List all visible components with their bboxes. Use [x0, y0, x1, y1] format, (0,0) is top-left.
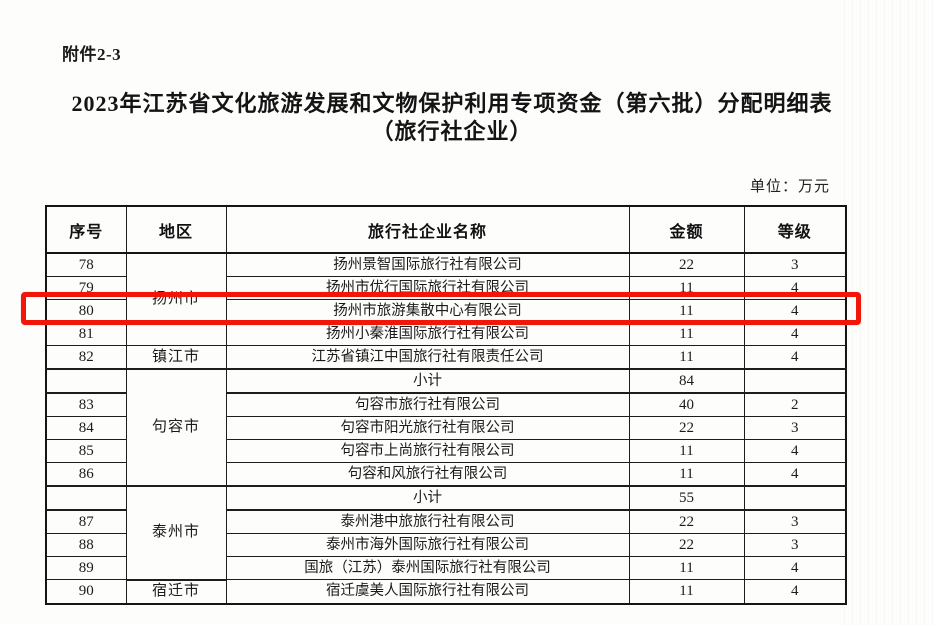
cell-name: 扬州景智国际旅行社有限公司	[225, 252, 630, 277]
cell-amount: 11	[628, 556, 745, 580]
table-row: 78 扬州市 扬州景智国际旅行社有限公司 22 3	[45, 252, 847, 346]
table-header-row: 序号 地区 旅行社企业名称 金额 等级	[45, 205, 847, 254]
unit-note: 单位：万元	[749, 179, 830, 195]
cell-grade: 3	[743, 509, 847, 534]
cell-name: 扬州市优行国际旅行社有限公司	[225, 276, 630, 300]
column-header-amount: 金额	[628, 205, 745, 254]
cell-grade: 4	[743, 579, 847, 604]
cell-amount: 11	[628, 345, 745, 370]
table-row: 83 句容市旅行社有限公司 40 2	[45, 392, 847, 417]
column-header-region: 地区	[125, 205, 227, 254]
cell-name: 泰州港中旅旅行社有限公司	[225, 509, 630, 534]
page-title: 2023年江苏省文化旅游发展和文物保护利用专项资金（第六批）分配明细表	[71, 91, 833, 116]
cell-grade	[743, 368, 847, 394]
cell-name: 句容和风旅行社有限公司	[225, 462, 630, 487]
cell-region: 宿迁市	[125, 579, 227, 604]
cell-amount: 22	[628, 533, 745, 557]
cell-amount: 22	[628, 509, 745, 534]
table-row: 82 镇江市 江苏省镇江中国旅行社有限责任公司 11 4	[45, 345, 847, 370]
cell-grade: 4	[743, 299, 847, 323]
cell-no: 82	[45, 345, 127, 370]
cell-name: 小计	[225, 368, 630, 394]
cell-name: 句容市阳光旅行社有限公司	[225, 416, 630, 440]
cell-grade	[743, 485, 847, 511]
table-row: 88 泰州市海外国际旅行社有限公司 22 3	[45, 533, 847, 557]
cell-grade: 4	[743, 276, 847, 300]
cell-amount: 22	[628, 416, 745, 440]
table-row: 86 句容和风旅行社有限公司 11 4	[45, 462, 847, 487]
cell-grade: 4	[743, 322, 847, 346]
column-header-grade: 等级	[743, 205, 847, 254]
cell-name: 句容市旅行社有限公司	[225, 392, 630, 417]
cell-region: 句容市	[125, 368, 227, 487]
table-row: 泰州市 小计 55	[45, 485, 847, 581]
cell-amount: 11	[628, 276, 745, 300]
cell-no: 86	[45, 462, 127, 487]
cell-no: 80	[45, 299, 127, 323]
allocation-table: 序号 地区 旅行社企业名称 金额 等级 78 扬州市 扬州景智国际旅行社有限公司 22…	[45, 205, 847, 605]
cell-amount: 11	[628, 579, 745, 604]
cell-region: 扬州市	[125, 252, 227, 346]
attachment-label: 附件2-3	[62, 45, 122, 64]
cell-amount: 40	[628, 392, 745, 417]
table-row: 89 国旅（江苏）泰州国际旅行社有限公司 11 4	[45, 556, 847, 580]
cell-amount: 11	[628, 299, 745, 323]
cell-amount: 55	[628, 485, 745, 511]
cell-no: 89	[45, 556, 127, 580]
cell-no: 90	[45, 579, 127, 604]
page-subtitle: （旅行社企业）	[371, 119, 533, 144]
cell-name: 小计	[225, 485, 630, 511]
cell-no: 85	[45, 439, 127, 463]
cell-amount: 11	[628, 462, 745, 487]
cell-region: 镇江市	[125, 345, 227, 370]
cell-amount: 11	[628, 322, 745, 346]
cell-name: 句容市上尚旅行社有限公司	[225, 439, 630, 463]
document-title-block: 2023年江苏省文化旅游发展和文物保护利用专项资金（第六批）分配明细表 （旅行社…	[0, 90, 904, 146]
cell-grade: 4	[743, 345, 847, 370]
cell-no: 81	[45, 322, 127, 346]
cell-no: 79	[45, 276, 127, 300]
cell-amount: 22	[628, 252, 745, 277]
table-row: 85 句容市上尚旅行社有限公司 11 4	[45, 439, 847, 463]
cell-name: 扬州小秦淮国际旅行社有限公司	[225, 322, 630, 346]
table-row: 句容市 小计 84	[45, 368, 847, 487]
cell-grade: 4	[743, 462, 847, 487]
cell-amount: 11	[628, 439, 745, 463]
cell-name: 宿迁虞美人国际旅行社有限公司	[225, 579, 630, 604]
cell-name: 泰州市海外国际旅行社有限公司	[225, 533, 630, 557]
column-header-no: 序号	[45, 205, 127, 254]
cell-no: 88	[45, 533, 127, 557]
table-body: 78 扬州市 扬州景智国际旅行社有限公司 22 3 79 扬州市优行国际旅行社有限公司 11 4…	[45, 252, 847, 604]
cell-name: 江苏省镇江中国旅行社有限责任公司	[225, 345, 630, 370]
cell-grade: 3	[743, 252, 847, 277]
table-row: 80 扬州市旅游集散中心有限公司 11 4	[45, 299, 847, 323]
cell-grade: 4	[743, 439, 847, 463]
cell-grade: 2	[743, 392, 847, 417]
cell-no: 78	[45, 252, 127, 277]
cell-no: 87	[45, 509, 127, 534]
cell-grade: 3	[743, 416, 847, 440]
cell-no: 84	[45, 416, 127, 440]
column-header-name: 旅行社企业名称	[225, 205, 630, 254]
table-row: 90 宿迁市 宿迁虞美人国际旅行社有限公司 11 4	[45, 579, 847, 604]
table-row: 81 扬州小秦淮国际旅行社有限公司 11 4	[45, 322, 847, 346]
cell-no: 83	[45, 392, 127, 417]
cell-name: 扬州市旅游集散中心有限公司	[225, 299, 630, 323]
cell-amount: 84	[628, 368, 745, 394]
cell-region: 泰州市	[125, 485, 227, 581]
cell-grade: 4	[743, 556, 847, 580]
cell-no	[45, 368, 127, 394]
cell-name: 国旅（江苏）泰州国际旅行社有限公司	[225, 556, 630, 580]
cell-no	[45, 485, 127, 511]
cell-grade: 3	[743, 533, 847, 557]
